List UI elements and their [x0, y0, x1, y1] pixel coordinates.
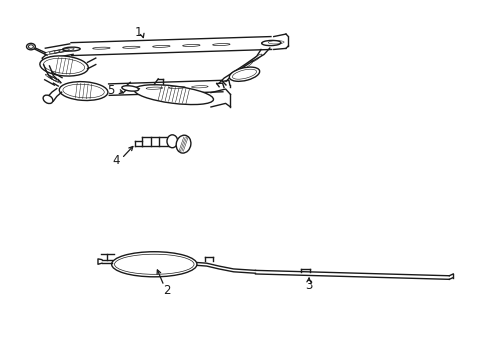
Text: 3: 3: [305, 279, 312, 292]
Polygon shape: [71, 37, 271, 55]
Ellipse shape: [114, 254, 194, 274]
Ellipse shape: [63, 84, 104, 98]
Text: 4: 4: [112, 154, 119, 167]
Polygon shape: [45, 44, 73, 59]
Ellipse shape: [59, 82, 108, 100]
Text: 2: 2: [163, 284, 170, 297]
Ellipse shape: [229, 67, 259, 81]
Ellipse shape: [40, 56, 88, 76]
Ellipse shape: [176, 135, 190, 153]
Ellipse shape: [43, 58, 84, 73]
Ellipse shape: [261, 40, 281, 46]
Text: 1: 1: [135, 26, 142, 39]
Ellipse shape: [232, 69, 256, 79]
Ellipse shape: [134, 85, 213, 104]
Ellipse shape: [111, 252, 197, 277]
Text: 5: 5: [107, 84, 114, 97]
Ellipse shape: [166, 135, 177, 148]
Ellipse shape: [43, 95, 53, 104]
Ellipse shape: [62, 47, 80, 51]
Ellipse shape: [122, 86, 139, 91]
Polygon shape: [108, 80, 223, 95]
Ellipse shape: [28, 45, 33, 48]
Ellipse shape: [26, 43, 35, 50]
Polygon shape: [44, 72, 62, 85]
